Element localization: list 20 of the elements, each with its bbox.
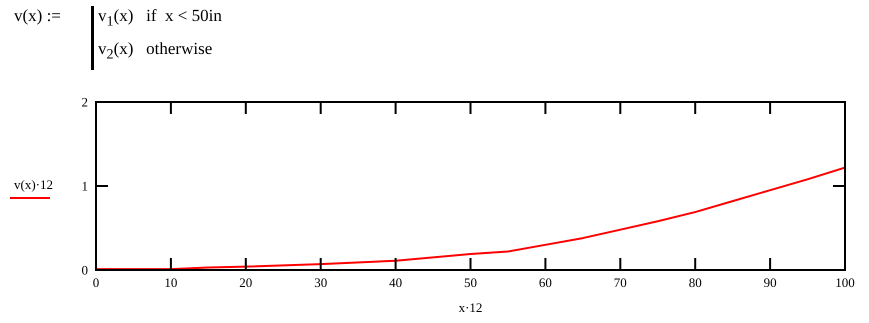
text: v$_{1}$(x) if x < 50in: [98, 6, 222, 30]
x-tick-label: 70: [614, 275, 627, 290]
text: v(x) :=: [14, 6, 61, 26]
x-tick-label: 90: [764, 275, 777, 290]
text: v$_{2}$(x) otherwise: [98, 39, 212, 64]
y-tick-label: 2: [82, 94, 88, 110]
y-tick-label: 1: [82, 178, 88, 194]
x-tick-label: 30: [314, 275, 328, 290]
x-tick-label: 50: [464, 275, 477, 290]
x-tick-label: 0: [92, 275, 100, 290]
text: v(x)·12: [13, 177, 53, 193]
line-series: [96, 166, 845, 270]
x-tick-label: 20: [239, 275, 252, 290]
x-axis-title: x·12: [458, 300, 484, 316]
x-tick-label: 80: [688, 275, 702, 290]
x-tick-label: 60: [538, 275, 552, 290]
x-tick-label: 100: [835, 275, 855, 290]
x-tick-label: 40: [389, 275, 402, 290]
x-tick-label: 10: [164, 275, 178, 290]
y-tick-label: 0: [82, 262, 88, 278]
